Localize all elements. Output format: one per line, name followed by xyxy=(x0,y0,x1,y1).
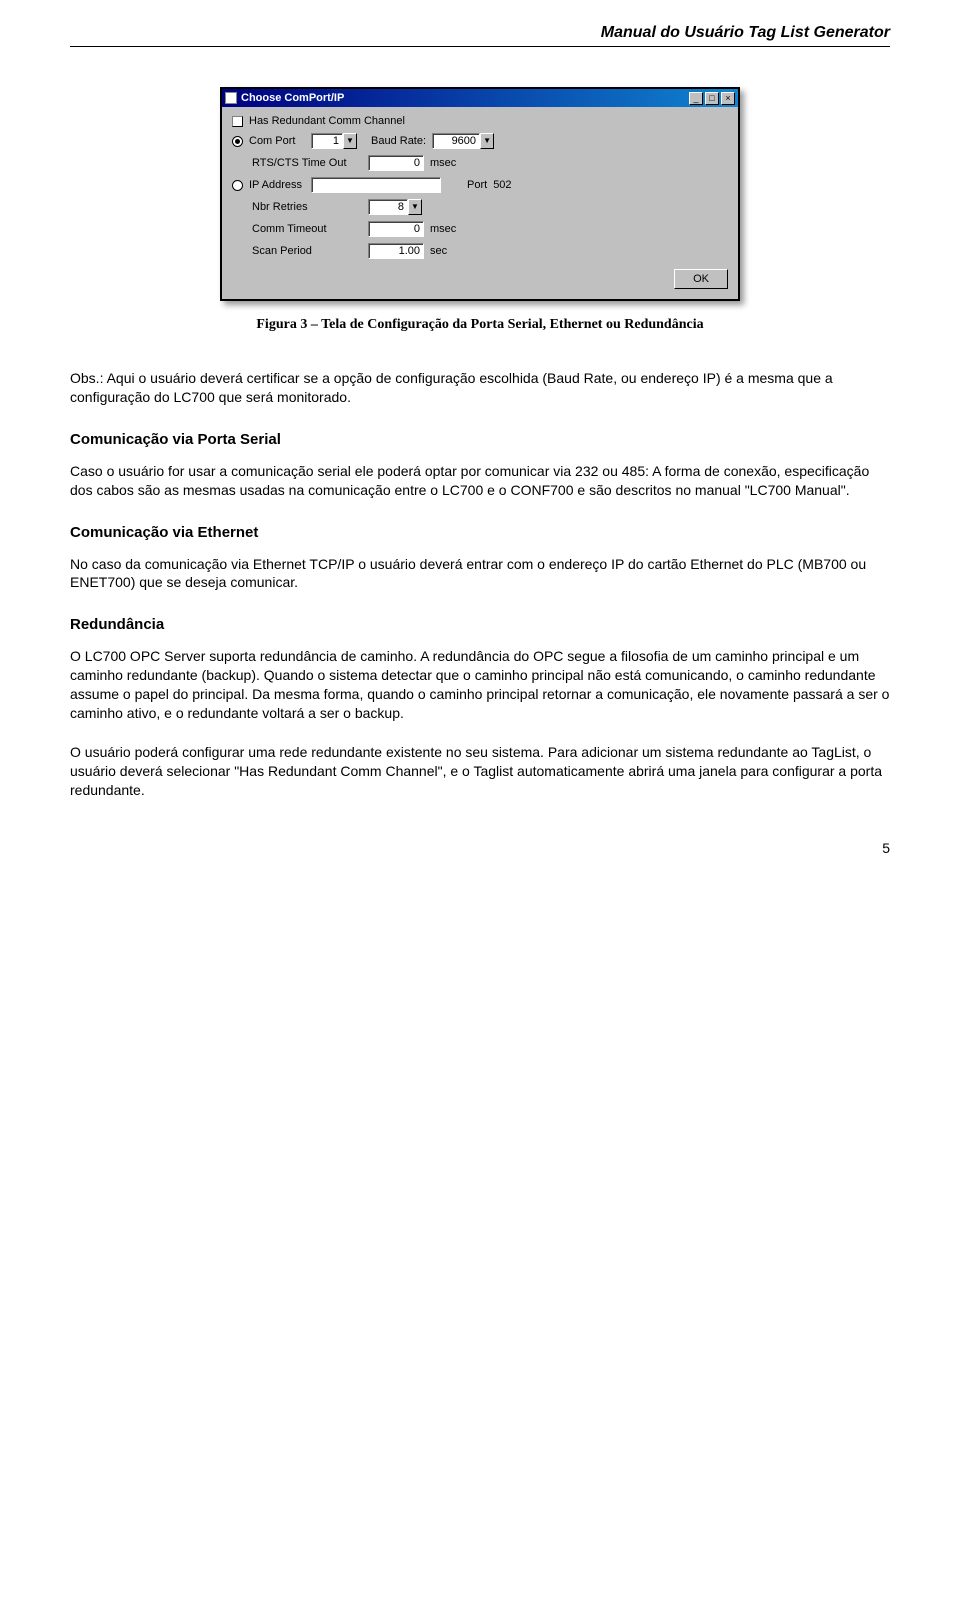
section-heading-ethernet: Comunicação via Ethernet xyxy=(70,524,890,541)
close-button[interactable]: × xyxy=(721,92,735,105)
maximize-button[interactable]: □ xyxy=(705,92,719,105)
section-heading-redundancia: Redundância xyxy=(70,616,890,633)
dialog-choose-comport: Choose ComPort/IP _ □ × Has Redundant Co… xyxy=(220,87,740,301)
rtscts-field[interactable]: 0 xyxy=(368,155,424,171)
minimize-button[interactable]: _ xyxy=(689,92,703,105)
has-redundant-label: Has Redundant Comm Channel xyxy=(249,115,405,127)
baud-combo[interactable]: 9600 ▼ xyxy=(432,133,494,149)
ethernet-paragraph: No caso da comunicação via Ethernet TCP/… xyxy=(70,555,890,593)
dialog-icon xyxy=(225,92,237,104)
ipaddress-field[interactable] xyxy=(311,177,441,193)
redundancia-paragraph-2: O usuário poderá configurar uma rede red… xyxy=(70,743,890,800)
scan-label: Scan Period xyxy=(252,245,362,257)
dialog-body: Has Redundant Comm Channel Com Port 1 ▼ … xyxy=(222,107,738,299)
timeout-unit: msec xyxy=(430,223,456,235)
doc-header-title: Manual do Usuário Tag List Generator xyxy=(70,24,890,42)
chevron-down-icon[interactable]: ▼ xyxy=(480,133,494,149)
comport-combo[interactable]: 1 ▼ xyxy=(311,133,357,149)
retries-label: Nbr Retries xyxy=(252,201,362,213)
chevron-down-icon[interactable]: ▼ xyxy=(343,133,357,149)
timeout-field[interactable]: 0 xyxy=(368,221,424,237)
screenshot-figure: Choose ComPort/IP _ □ × Has Redundant Co… xyxy=(70,87,890,301)
dialog-titlebar: Choose ComPort/IP _ □ × xyxy=(222,89,738,107)
retries-combo[interactable]: 8 ▼ xyxy=(368,199,422,215)
comport-value[interactable]: 1 xyxy=(311,133,343,149)
has-redundant-checkbox[interactable] xyxy=(232,116,243,127)
chevron-down-icon[interactable]: ▼ xyxy=(408,199,422,215)
serial-paragraph: Caso o usuário for usar a comunicação se… xyxy=(70,462,890,500)
header-rule xyxy=(70,46,890,47)
baud-value[interactable]: 9600 xyxy=(432,133,480,149)
ipaddress-label: IP Address xyxy=(249,179,305,191)
timeout-label: Comm Timeout xyxy=(252,223,362,235)
rtscts-unit: msec xyxy=(430,157,456,169)
section-heading-serial: Comunicação via Porta Serial xyxy=(70,431,890,448)
figure-caption: Figura 3 – Tela de Configuração da Porta… xyxy=(70,317,890,333)
rtscts-label: RTS/CTS Time Out xyxy=(252,157,362,169)
page-number: 5 xyxy=(70,840,890,856)
comport-radio[interactable] xyxy=(232,136,243,147)
ok-button[interactable]: OK xyxy=(674,269,728,289)
comport-label: Com Port xyxy=(249,135,305,147)
redundancia-paragraph-1: O LC700 OPC Server suporta redundância d… xyxy=(70,647,890,723)
port-value: 502 xyxy=(493,179,511,191)
port-label: Port xyxy=(467,179,487,191)
baud-label: Baud Rate: xyxy=(371,135,426,147)
scan-unit: sec xyxy=(430,245,447,257)
scan-field[interactable]: 1.00 xyxy=(368,243,424,259)
obs-paragraph: Obs.: Aqui o usuário deverá certificar s… xyxy=(70,369,890,407)
dialog-title: Choose ComPort/IP xyxy=(241,92,344,104)
ipaddress-radio[interactable] xyxy=(232,180,243,191)
retries-value[interactable]: 8 xyxy=(368,199,408,215)
